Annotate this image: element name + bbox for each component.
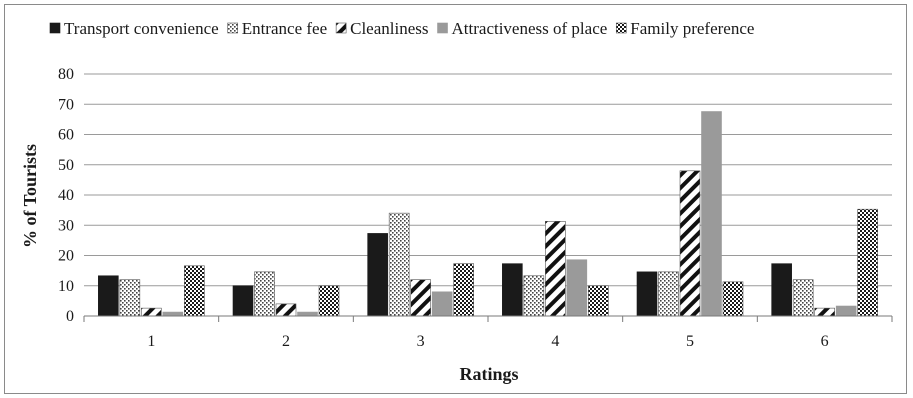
chart-frame xyxy=(4,4,907,394)
x-tick-label: 3 xyxy=(417,333,425,350)
bar xyxy=(367,233,388,317)
legend-label: Entrance fee xyxy=(242,19,327,38)
legend-swatch xyxy=(615,22,627,34)
bar xyxy=(232,285,254,317)
bar xyxy=(98,275,119,317)
x-axis-title: Ratings xyxy=(459,364,518,384)
bar xyxy=(857,208,878,317)
bar xyxy=(453,263,474,317)
x-tick-label: 1 xyxy=(147,333,155,350)
legend-swatch xyxy=(49,22,61,34)
legend-swatch xyxy=(227,22,239,34)
bar xyxy=(431,291,453,317)
bar xyxy=(588,285,609,317)
bar xyxy=(566,259,588,317)
bar xyxy=(701,111,722,317)
y-tick-label: 70 xyxy=(58,96,74,113)
bar xyxy=(792,279,814,317)
x-tick-label: 4 xyxy=(551,333,559,350)
bar xyxy=(275,303,297,317)
y-tick-label: 30 xyxy=(58,217,74,234)
bar xyxy=(814,307,835,317)
y-axis-title: % of Tourists xyxy=(20,144,40,248)
x-tick-label: 6 xyxy=(821,333,829,350)
y-tick-label: 10 xyxy=(58,278,74,295)
bar xyxy=(141,307,162,317)
y-tick-label: 20 xyxy=(58,248,74,265)
bar xyxy=(318,285,340,317)
legend-swatch xyxy=(437,22,448,34)
legend-label: Attractiveness of place xyxy=(452,19,608,38)
legend-label: Family preference xyxy=(630,19,754,38)
bar xyxy=(297,311,318,317)
bars xyxy=(98,111,878,317)
x-axis: 1 2 3 4 5 6 xyxy=(83,315,893,350)
y-tick-label: 40 xyxy=(58,187,74,204)
bar xyxy=(162,311,184,317)
bar xyxy=(545,221,566,317)
bar xyxy=(771,263,792,317)
bar xyxy=(722,281,744,317)
legend-swatch xyxy=(335,22,347,34)
grid-lines xyxy=(84,73,892,317)
bar xyxy=(410,279,431,317)
legend: Transport convenience Entrance fee Cleanli… xyxy=(49,19,754,38)
bar xyxy=(835,305,857,317)
x-tick-label: 2 xyxy=(282,333,290,350)
bar xyxy=(679,170,701,317)
legend-label: Transport convenience xyxy=(64,19,219,38)
bar xyxy=(254,271,275,317)
bar xyxy=(658,271,679,317)
bar xyxy=(119,279,141,317)
bar xyxy=(502,263,523,317)
x-tick-label: 5 xyxy=(686,333,694,350)
bar xyxy=(184,265,205,317)
bar xyxy=(636,271,658,317)
y-tick-label: 80 xyxy=(58,66,74,83)
legend-label: Cleanliness xyxy=(350,19,428,38)
y-axis-ticks: 0 10 20 30 40 50 60 70 80 xyxy=(58,66,74,325)
bar xyxy=(388,212,410,317)
bar xyxy=(523,275,545,317)
y-tick-label: 0 xyxy=(66,308,74,325)
y-tick-label: 50 xyxy=(58,157,74,174)
y-tick-label: 60 xyxy=(58,127,74,144)
